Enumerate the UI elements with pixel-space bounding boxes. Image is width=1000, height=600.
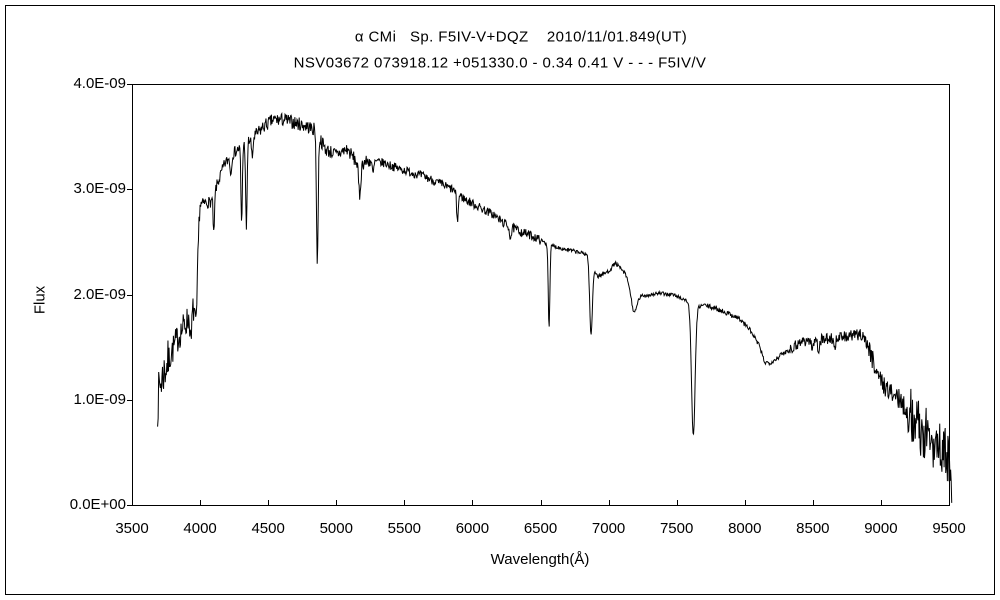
x-axis-tick-label: 7500: [659, 520, 694, 537]
x-axis-tick-label: 7000: [591, 520, 626, 537]
x-axis-tick-label: 4500: [251, 520, 285, 537]
chart-title-line-1: α CMi Sp. F5IV-V+DQZ 2010/11/01.849(UT): [354, 28, 688, 46]
x-axis-tick-label: 5000: [319, 520, 353, 537]
x-axis-tick-label: 9500: [932, 520, 966, 537]
x-axis-tick-label: 9000: [864, 520, 898, 537]
x-axis-tick-label: 8500: [796, 520, 830, 537]
x-axis-tick-label: 8000: [728, 520, 762, 537]
y-axis-tick-label: 4.0E-09: [73, 75, 126, 92]
x-axis-tick-label: 5500: [387, 520, 422, 537]
chart-title-line-2: NSV03672 073918.12 +051330.0 - 0.34 0.41…: [293, 54, 707, 72]
axis-ticks: [127, 84, 950, 506]
x-axis-tick-label: 6500: [523, 520, 558, 537]
y-axis-tick-label: 0.0E+00: [69, 496, 126, 513]
x-axis-label: Wavelength(Å): [490, 551, 590, 568]
plot-frame: [132, 84, 950, 506]
y-axis-tick-label: 3.0E-09: [73, 180, 126, 198]
x-axis-tick-label: 6000: [455, 520, 490, 537]
y-axis-tick-label: 1.0E-09: [73, 390, 126, 408]
spectrum-path: [157, 111, 953, 503]
x-axis-tick-label: 3500: [115, 520, 149, 537]
y-axis-tick-label: 2.0E-09: [73, 285, 126, 303]
x-axis-tick-label: 4000: [183, 520, 217, 537]
